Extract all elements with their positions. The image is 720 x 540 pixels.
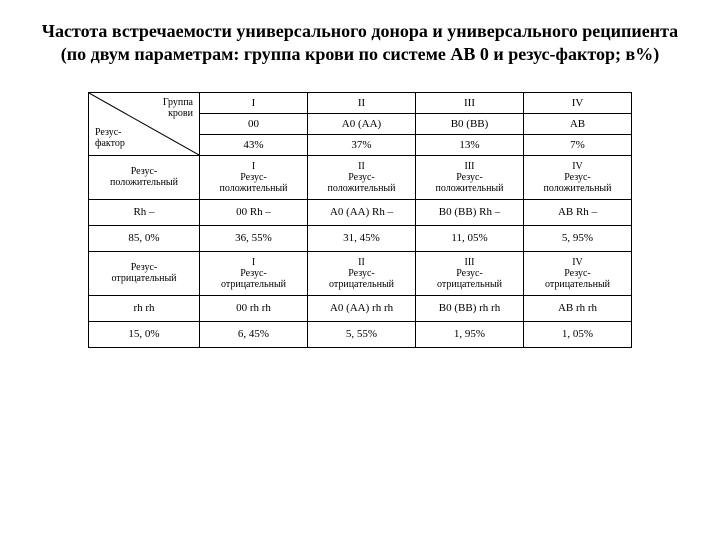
row-label: Rh – [89, 199, 200, 225]
table-cell: 36, 55% [200, 225, 308, 251]
row-label: 85, 0% [89, 225, 200, 251]
table-cell: В0 (ВВ) Rh – [416, 199, 524, 225]
col-header: В0 (ВВ) [416, 113, 524, 134]
table-cell: 5, 95% [524, 225, 632, 251]
col-header: АВ [524, 113, 632, 134]
page-title: Частота встречаемости универсального дон… [30, 20, 690, 67]
table-cell: IVРезус-отрицательный [524, 251, 632, 295]
table-cell: IРезус-отрицательный [200, 251, 308, 295]
table-cell: 5, 55% [308, 321, 416, 347]
table-cell: А0 (АА) rh rh [308, 295, 416, 321]
row-label: rh rh [89, 295, 200, 321]
table-cell: АВ Rh – [524, 199, 632, 225]
table-cell: В0 (ВВ) rh rh [416, 295, 524, 321]
table-cell: IРезус-положительный [200, 155, 308, 199]
row-label: Резус-отрицательный [89, 251, 200, 295]
table-cell: IVРезус-положительный [524, 155, 632, 199]
diag-top-label: Группакрови [163, 97, 193, 119]
col-header: IV [524, 92, 632, 113]
diag-bot-label: Резус-фактор [95, 127, 125, 149]
table-cell: IIIРезус-отрицательный [416, 251, 524, 295]
table-cell: А0 (АА) Rh – [308, 199, 416, 225]
diagonal-header-cell: Группакрови Резус-фактор [89, 92, 200, 155]
table-cell: 11, 05% [416, 225, 524, 251]
table-cell: АВ rh rh [524, 295, 632, 321]
table-cell: 00 Rh – [200, 199, 308, 225]
table-cell: 31, 45% [308, 225, 416, 251]
col-header: 43% [200, 134, 308, 155]
col-header: II [308, 92, 416, 113]
table-cell: 1, 05% [524, 321, 632, 347]
table-cell: 6, 45% [200, 321, 308, 347]
table-cell: IIРезус-отрицательный [308, 251, 416, 295]
col-header: А0 (АА) [308, 113, 416, 134]
table-cell: 00 rh rh [200, 295, 308, 321]
table-cell: IIРезус-положительный [308, 155, 416, 199]
row-label: Резус-положительный [89, 155, 200, 199]
col-header: 7% [524, 134, 632, 155]
col-header: III [416, 92, 524, 113]
col-header: I [200, 92, 308, 113]
blood-group-table: Группакрови Резус-фактор I II III IV 00 … [88, 92, 632, 348]
col-header: 00 [200, 113, 308, 134]
table-cell: 1, 95% [416, 321, 524, 347]
row-label: 15, 0% [89, 321, 200, 347]
col-header: 13% [416, 134, 524, 155]
table-cell: IIIРезус-положительный [416, 155, 524, 199]
col-header: 37% [308, 134, 416, 155]
